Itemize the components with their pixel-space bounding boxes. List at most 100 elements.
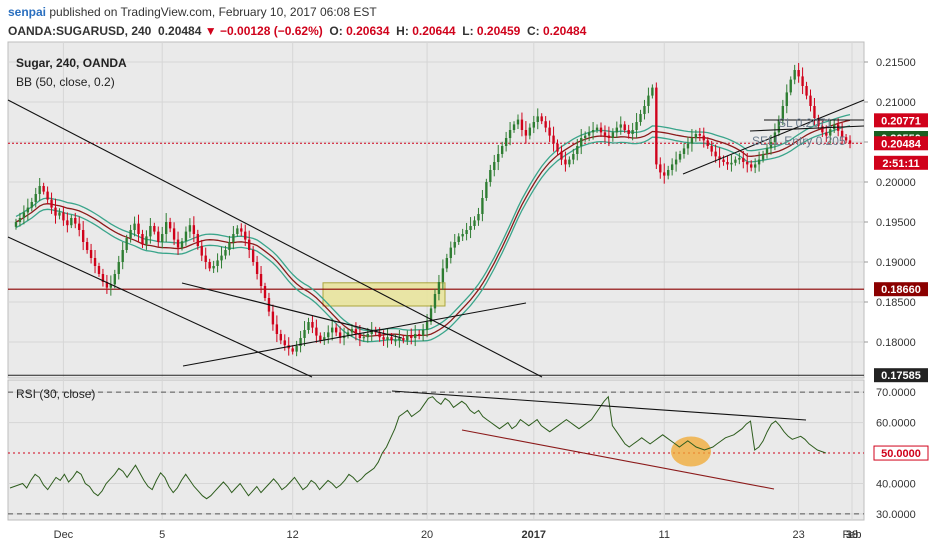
candle-body bbox=[38, 186, 41, 194]
candle-body bbox=[619, 124, 622, 128]
candle-body bbox=[93, 258, 97, 266]
bb-upper-band bbox=[15, 113, 851, 332]
trendline-short bbox=[749, 125, 865, 132]
candle-body bbox=[196, 234, 199, 246]
symbol-line: OANDA:SUGARUSD, 240 0.20484 ▼ −0.00128 (… bbox=[8, 24, 586, 38]
price-tick-label: 0.19000 bbox=[876, 257, 916, 269]
published-text: published on TradingView.com, February 1… bbox=[46, 5, 377, 19]
candle-body bbox=[536, 116, 539, 122]
publish-line: senpai published on TradingView.com, Feb… bbox=[8, 5, 377, 19]
rsi-current-box bbox=[873, 445, 929, 461]
candle-body bbox=[362, 337, 366, 339]
candle-body bbox=[386, 337, 389, 340]
rsi-indicator-label[interactable]: RSI (30, close) bbox=[16, 387, 96, 401]
price-label-box bbox=[874, 113, 928, 128]
rsi-trendline-support bbox=[461, 429, 775, 490]
candle-body bbox=[674, 159, 678, 165]
rsi-tick-label: 40.0000 bbox=[876, 478, 916, 490]
candle-body bbox=[248, 239, 251, 250]
candle-body bbox=[125, 238, 128, 250]
trendline-lower-channel bbox=[7, 236, 313, 378]
bb-indicator-label[interactable]: BB (50, close, 0.2) bbox=[16, 75, 115, 89]
candle-body bbox=[761, 154, 765, 160]
candle-body bbox=[461, 234, 464, 237]
candle-body bbox=[765, 148, 769, 154]
candle-body bbox=[97, 266, 101, 274]
candle-body bbox=[441, 268, 445, 282]
candle-body bbox=[109, 284, 113, 288]
candle-body bbox=[595, 127, 599, 130]
candle-body bbox=[757, 159, 761, 165]
candle-body bbox=[540, 116, 543, 122]
candle-body bbox=[236, 228, 239, 234]
candle-body bbox=[556, 143, 559, 152]
candle-body bbox=[682, 148, 686, 154]
candle-body bbox=[694, 134, 698, 138]
candle-body bbox=[42, 186, 45, 192]
candle-body bbox=[544, 121, 547, 128]
candle-body bbox=[354, 329, 358, 334]
candle-body bbox=[785, 92, 788, 106]
candle-body bbox=[631, 130, 634, 134]
candle-body bbox=[508, 130, 512, 138]
rsi-tick-label: 70.0000 bbox=[876, 387, 916, 399]
candle-body bbox=[295, 346, 298, 352]
candle-body bbox=[564, 159, 567, 165]
symbol-name: OANDA:SUGARUSD, 240 bbox=[8, 24, 152, 38]
candle-body bbox=[801, 76, 804, 86]
candle-body bbox=[208, 262, 211, 269]
candle-body bbox=[117, 262, 120, 274]
candle-body bbox=[70, 218, 73, 226]
rsi-pane-border bbox=[7, 379, 865, 521]
candle-body bbox=[516, 119, 520, 125]
candle-body bbox=[769, 142, 773, 149]
candle-body bbox=[781, 106, 785, 120]
trendline-support-feb bbox=[682, 99, 865, 175]
rsi-line bbox=[9, 395, 826, 500]
rsi-series-line bbox=[9, 395, 826, 500]
candle-body bbox=[101, 274, 105, 282]
candle-body bbox=[50, 199, 53, 208]
price-tick-label: 0.18000 bbox=[876, 337, 916, 349]
rsi-tick-label: 60.0000 bbox=[876, 418, 916, 430]
candle-body bbox=[30, 202, 33, 208]
author-link[interactable]: senpai bbox=[8, 5, 47, 19]
candle-body bbox=[603, 132, 607, 136]
price-label-text: 0.20771 bbox=[881, 115, 921, 127]
candle-body bbox=[734, 159, 737, 163]
candle-body bbox=[232, 234, 235, 242]
candle-body bbox=[85, 242, 89, 250]
candle-body bbox=[224, 250, 227, 256]
candle-body bbox=[429, 308, 433, 322]
candle-body bbox=[307, 322, 310, 330]
price-label-box bbox=[874, 155, 928, 170]
candle-body bbox=[212, 266, 215, 269]
candle-body bbox=[465, 230, 468, 234]
candle-body bbox=[643, 106, 646, 114]
candle-body bbox=[718, 156, 721, 160]
candle-body bbox=[244, 231, 247, 240]
price-label-box bbox=[874, 282, 928, 297]
drawings-under bbox=[8, 142, 864, 376]
candle-body bbox=[587, 132, 591, 136]
bb-lower-band bbox=[15, 125, 851, 343]
down-arrow-icon: ▼ bbox=[204, 24, 217, 38]
price-change: −0.00128 (−0.62%) bbox=[220, 24, 323, 38]
candle-body bbox=[370, 330, 373, 334]
candle-body bbox=[323, 337, 326, 341]
candle-body bbox=[805, 86, 808, 96]
candle-body bbox=[251, 250, 255, 262]
price-tick-label: 0.21500 bbox=[876, 57, 916, 69]
price-pane-background bbox=[8, 42, 864, 378]
last-price: 0.20484 bbox=[158, 24, 202, 38]
close-value: 0.20484 bbox=[543, 24, 587, 38]
trendline-wedge-bottom bbox=[182, 302, 527, 367]
candle-body bbox=[773, 132, 777, 142]
candle-body bbox=[576, 146, 579, 154]
candle-body bbox=[825, 132, 828, 136]
candle-body bbox=[844, 137, 848, 141]
price-tick-label: 0.21000 bbox=[876, 97, 916, 109]
candle-body bbox=[552, 135, 555, 144]
